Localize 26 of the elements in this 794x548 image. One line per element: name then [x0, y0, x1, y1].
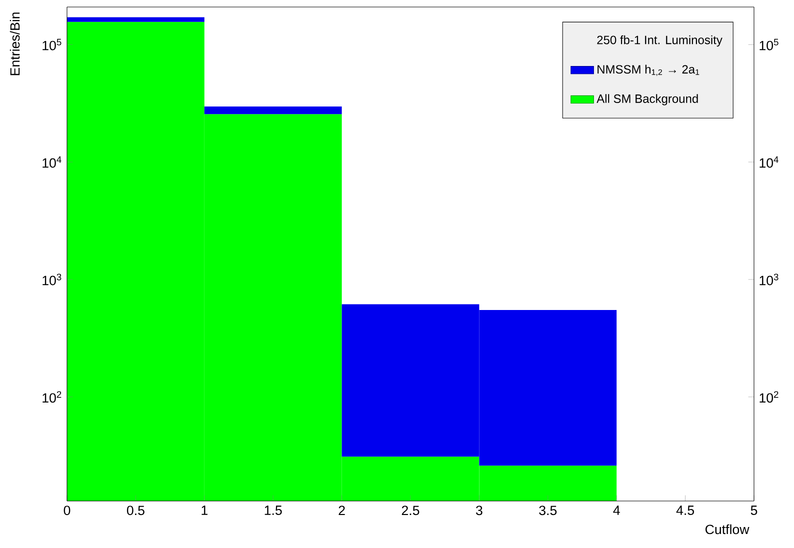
text: 10$^{3}$	[760, 274, 778, 286]
x-tick-label: 4	[613, 506, 620, 515]
y-tick-label: 10$^{4}$	[42, 156, 62, 168]
x-tick-label: 0	[64, 506, 70, 516]
y-tick-label: 10$^{2}$	[42, 391, 62, 403]
bar	[67, 17, 204, 22]
x-tick-label: 0.5	[126, 506, 144, 516]
text: 10$^{5}$	[760, 38, 778, 50]
legend-label: All SM Background	[596, 94, 698, 106]
text: 10$^{4}$	[760, 156, 778, 168]
legend-title: 250 fb-1 Int. Luminosity	[597, 35, 722, 47]
x-tick-label: 1	[202, 506, 208, 515]
x-tick-label: 4.5	[676, 506, 694, 515]
x-axis-title: Cutflow	[705, 524, 750, 534]
bar	[204, 106, 342, 114]
x-tick-label: 2	[338, 506, 345, 516]
x-tick-label: 3.5	[539, 506, 557, 516]
x-tick-label: 3	[476, 506, 482, 516]
y-axis-title: Entries/Bin	[10, 12, 20, 76]
y-tick-label: 10$^{5}$	[42, 38, 62, 50]
legend-label: NMSSM h$_{1,2}$ → 2a$_{1}$	[598, 64, 700, 76]
x-tick-label: 5	[750, 506, 758, 515]
y-tick-label: 10$^{3}$	[42, 274, 62, 286]
x-tick-label: 2.5	[402, 506, 420, 516]
x-tick-label: 1.5	[264, 506, 282, 515]
text: 10$^{2}$	[760, 391, 778, 403]
